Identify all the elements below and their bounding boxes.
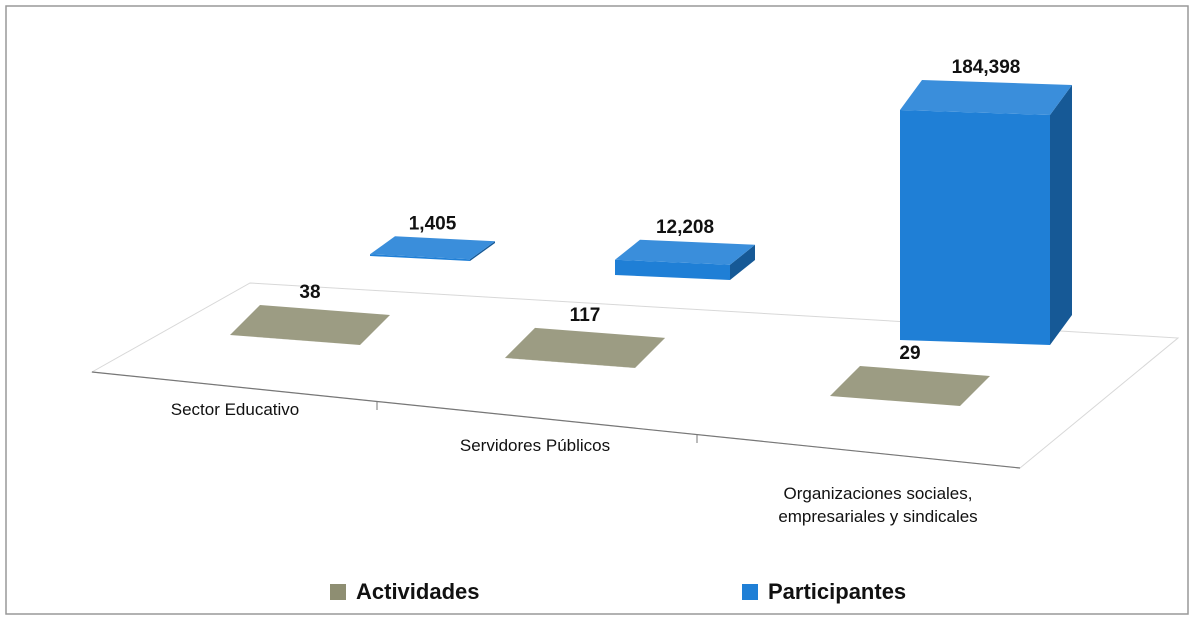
bar-front xyxy=(505,357,635,368)
x-tick-label: Organizaciones sociales, empresariales y… xyxy=(778,484,978,526)
data-label: 184,398 xyxy=(952,57,1021,78)
bar-front xyxy=(230,334,360,345)
bar-top xyxy=(505,327,665,368)
x-tick-label: Sector Educativo xyxy=(170,400,300,419)
data-label: 38 xyxy=(299,282,320,303)
legend-swatch xyxy=(742,584,758,600)
bar-side xyxy=(960,375,990,406)
bar-top xyxy=(830,365,990,406)
bar-side xyxy=(1050,85,1072,345)
bar-top xyxy=(370,236,495,260)
bar-side xyxy=(470,241,495,261)
bar-front xyxy=(830,395,960,406)
bar-top xyxy=(615,239,755,265)
bar-side xyxy=(360,314,390,345)
bar-front xyxy=(615,259,730,280)
legend-label: Participantes xyxy=(768,579,906,604)
bar-top xyxy=(900,80,1072,115)
bar-front xyxy=(370,254,470,261)
legend-label: Actividades xyxy=(356,579,480,604)
data-label: 12,208 xyxy=(656,217,714,238)
x-tick-label: Servidores Públicos xyxy=(459,436,611,455)
bar-front xyxy=(900,110,1050,345)
bar-top xyxy=(230,304,390,345)
category-axis xyxy=(91,371,1021,469)
legend-swatch xyxy=(330,584,346,600)
data-label: 29 xyxy=(899,343,920,364)
bar-side xyxy=(635,337,665,368)
bar-side xyxy=(730,244,755,280)
data-label: 1,405 xyxy=(409,213,457,234)
data-label: 117 xyxy=(570,305,601,326)
